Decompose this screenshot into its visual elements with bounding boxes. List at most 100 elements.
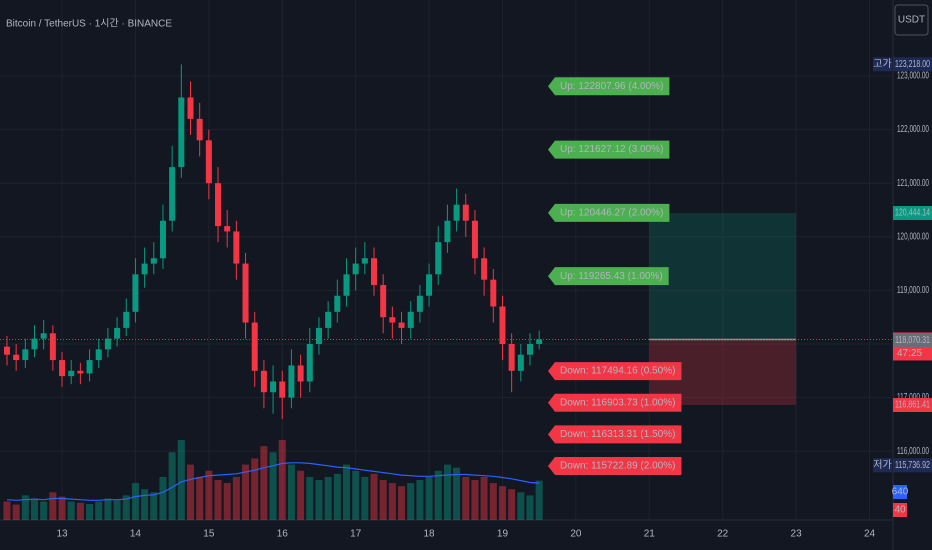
price-tag: [548, 425, 682, 444]
candle-body: [306, 343, 313, 382]
candle-body: [40, 333, 47, 339]
candle-body: [141, 263, 148, 275]
candle-body: [150, 258, 157, 264]
price-tag: [548, 140, 670, 159]
candle-body: [59, 360, 66, 377]
candle-body: [490, 279, 497, 307]
price-tag-label: Down: 116903.73 (1.00%): [560, 397, 675, 408]
candle-body: [13, 354, 20, 361]
candle-body: [315, 327, 322, 344]
volume-bar: [95, 501, 103, 520]
candle-body: [380, 285, 387, 318]
price-tag-label: Down: 115722.89 (2.00%): [560, 461, 675, 472]
candle-body: [68, 370, 75, 377]
candle-body: [361, 258, 368, 264]
volume-bar: [49, 492, 57, 520]
candle-body: [444, 220, 451, 243]
candle-body: [31, 338, 38, 350]
candle-body: [49, 333, 56, 361]
volume-bar: [205, 470, 213, 520]
price-badge-tag-label: 고가: [873, 58, 891, 70]
candle-body: [343, 274, 350, 296]
candle-body: [95, 349, 102, 361]
candle-body: [132, 274, 139, 312]
volume-bar: [480, 476, 488, 520]
candle-body: [352, 263, 359, 275]
volume-bar: [113, 500, 121, 520]
price-tag: [548, 203, 670, 222]
x-tick-label: 16: [277, 529, 289, 540]
volume-bar: [131, 483, 139, 520]
price-badge: [893, 458, 932, 473]
candle-body: [205, 140, 212, 184]
chart-title: Bitcoin / TetherUS · 1시간 · BINANCE: [6, 18, 172, 30]
volume-bar: [104, 498, 112, 520]
price-tag: [548, 457, 682, 476]
candle-body: [426, 274, 433, 296]
price-badge-label: 118,070.31: [895, 335, 930, 346]
volume-bar: [462, 476, 470, 520]
volume-bar: [526, 495, 534, 520]
volume-bar: [278, 440, 286, 520]
y-tick-label: 120,000.00: [897, 231, 929, 242]
candle-body: [178, 97, 185, 168]
volume-bar: [361, 476, 369, 520]
candle-body: [86, 360, 93, 374]
x-tick-label: 17: [350, 529, 362, 540]
candle-body: [471, 220, 478, 259]
volume-bar: [370, 473, 378, 520]
volume-bar: [3, 501, 11, 520]
price-tag-label: Up: 119265.43 (1.00%): [560, 271, 663, 282]
candle-body: [416, 295, 423, 312]
volume-bar: [251, 458, 259, 520]
price-badge-tag: [873, 57, 892, 72]
volume-bar: [535, 480, 543, 520]
price-tag: [548, 267, 669, 286]
candle-body: [499, 306, 506, 344]
volume-bar: [260, 446, 268, 520]
price-tag: [548, 77, 670, 96]
y-tick-label: 123,000.00: [897, 71, 929, 82]
candle-body: [215, 183, 222, 227]
currency-label[interactable]: USDT: [898, 15, 925, 26]
volume-bar: [21, 495, 29, 520]
candle-body: [104, 338, 111, 350]
candle-body: [196, 118, 203, 141]
candle-body: [159, 220, 166, 259]
price-badge-label: 120,444.14: [895, 208, 930, 219]
volume-bar: [196, 476, 204, 520]
volume-bar: [425, 476, 433, 520]
volume-badge: [893, 485, 907, 499]
price-tag: [548, 393, 682, 412]
price-badge-label: 115,736.92: [895, 460, 930, 471]
candle-body: [77, 370, 84, 374]
price-tag-label: Down: 117494.16 (0.50%): [560, 366, 675, 377]
candle-body: [462, 204, 469, 221]
currency-box[interactable]: [894, 4, 929, 36]
x-tick-label: 14: [130, 529, 142, 540]
volume-bar: [242, 464, 250, 520]
volume-bar: [517, 492, 525, 520]
volume-bar: [122, 495, 130, 520]
volume-bar: [379, 480, 387, 520]
candle-body: [371, 258, 378, 286]
price-tag-label: Up: 121627.12 (3.00%): [560, 144, 663, 155]
candle-body: [325, 311, 332, 328]
price-tag-label: Up: 120446.27 (2.00%): [560, 208, 663, 219]
price-tag-label: Up: 122807.96 (4.00%): [560, 81, 663, 92]
price-tag: [548, 362, 682, 381]
volume-bar: [67, 501, 75, 520]
volume-bar: [76, 502, 84, 520]
volume-bar: [150, 492, 158, 520]
volume-bar: [407, 483, 415, 520]
candle-body: [114, 327, 121, 339]
volume-bar: [434, 470, 442, 520]
volume-bar: [333, 473, 341, 520]
volume-badge-label: 640: [892, 487, 909, 498]
candle-body: [536, 339, 543, 344]
volume-bar: [223, 483, 231, 520]
candle-body: [279, 381, 286, 398]
volume-bar: [287, 464, 295, 520]
candle-body: [270, 381, 277, 393]
